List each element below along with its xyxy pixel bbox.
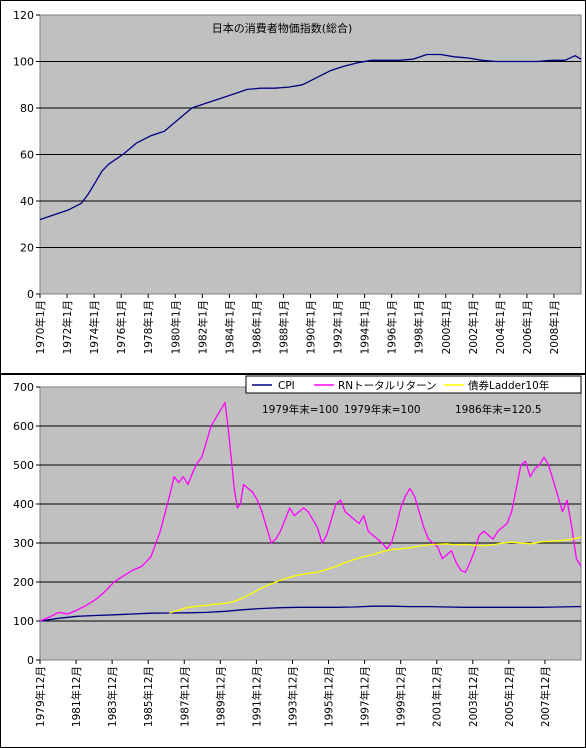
x-tick-label: 2008年1月: [548, 300, 561, 354]
x-tick-label: 2004年1月: [494, 300, 507, 354]
y-tick-label: 100: [13, 615, 34, 628]
y-tick-label: 300: [13, 537, 34, 550]
x-tick-label: 2002年1月: [467, 300, 480, 354]
x-tick-label: 1979年12月: [34, 666, 47, 727]
chart-title: 日本の消費者物価指数(総合): [212, 21, 353, 35]
x-tick-label: 1976年1月: [115, 300, 128, 354]
x-tick-label: 1996年1月: [386, 300, 399, 354]
x-tick-label: 1995年12月: [323, 666, 336, 727]
x-tick-label: 1989年12月: [214, 666, 227, 727]
x-tick-label: 2006年1月: [521, 300, 534, 354]
series-line-0: [39, 605, 581, 622]
y-tick-label: 500: [13, 459, 34, 472]
x-tick-label: 1984年1月: [223, 300, 236, 354]
x-tick-label: 1992年1月: [332, 300, 345, 354]
legend-label-bond-ladder: 債券Ladder10年: [468, 379, 549, 392]
x-tick-label: 1999年12月: [395, 666, 408, 727]
x-tick-label: 1991年12月: [250, 666, 263, 727]
x-tick-label: 1993年12月: [286, 666, 299, 727]
x-tick-label: 1997年12月: [359, 666, 372, 727]
y-tick-label: 60: [20, 149, 34, 162]
series-line-2: [169, 536, 582, 614]
x-tick-label: 1990年1月: [305, 300, 318, 354]
x-tick-label: 1988年1月: [277, 300, 290, 354]
total-return-chart: 0 100 200 300 400 500 600 700 1979年12月 1981年12月 1…: [0, 374, 586, 748]
y-tick-label: 80: [20, 102, 34, 115]
legend-label-rn-total-return: RNトータルリターン: [338, 380, 437, 392]
y-tick-label: 400: [13, 498, 34, 511]
x-tick-label: 1980年1月: [169, 300, 182, 354]
x-tick-label: 1983年12月: [106, 666, 119, 727]
x-tick-label: 1974年1月: [88, 300, 101, 354]
annotation-ladder-base: 1986年末=120.5: [455, 403, 542, 416]
x-tick-label: 2007年12月: [539, 666, 552, 727]
x-tick-label: 2001年12月: [431, 666, 444, 727]
x-tick-label: 2000年1月: [440, 300, 453, 354]
y-tick-label: 100: [13, 56, 34, 69]
x-tick-label: 1994年1月: [359, 300, 372, 354]
x-tick-label: 1978年1月: [142, 300, 155, 354]
y-tick-label: 200: [13, 576, 34, 589]
legend-label-cpi: CPI: [278, 380, 295, 392]
x-tick-label: 2003年12月: [467, 666, 480, 727]
y-tick-label: 0: [27, 288, 34, 301]
y-tick-label: 40: [20, 195, 34, 208]
x-tick-label: 1998年1月: [413, 300, 426, 354]
x-tick-label: 2005年12月: [503, 666, 516, 727]
plot-area: [39, 386, 582, 661]
x-tick-label: 1972年1月: [61, 300, 74, 354]
annotation-rn-base: 1979年末=100: [344, 403, 421, 416]
y-tick-label: 600: [13, 420, 34, 433]
x-tick-label: 1985年12月: [142, 666, 155, 727]
y-tick-label: 120: [13, 9, 34, 22]
x-tick-label: 1981年12月: [70, 666, 83, 727]
y-tick-label: 0: [27, 654, 34, 667]
series-line-0: [39, 53, 582, 221]
x-tick-label: 1970年1月: [34, 300, 47, 354]
series-line-1: [39, 401, 582, 622]
legend: CPI RNトータルリターン 債券Ladder10年: [245, 375, 582, 394]
annotations: 1979年末=100 1979年末=100 1986年末=120.5: [262, 403, 542, 416]
annotation-cpi-base: 1979年末=100: [262, 403, 339, 416]
x-tick-label: 1987年12月: [178, 666, 191, 727]
legend-box: [245, 375, 582, 394]
y-tick-label: 700: [13, 381, 34, 394]
x-tick-label: 1986年1月: [250, 300, 263, 354]
y-tick-label: 20: [20, 242, 34, 255]
x-tick-label: 1982年1月: [196, 300, 209, 354]
cpi-chart: 0 20 40 60 80 100 120 1970年1月 1972年1月 1974年1月 197…: [0, 0, 586, 374]
